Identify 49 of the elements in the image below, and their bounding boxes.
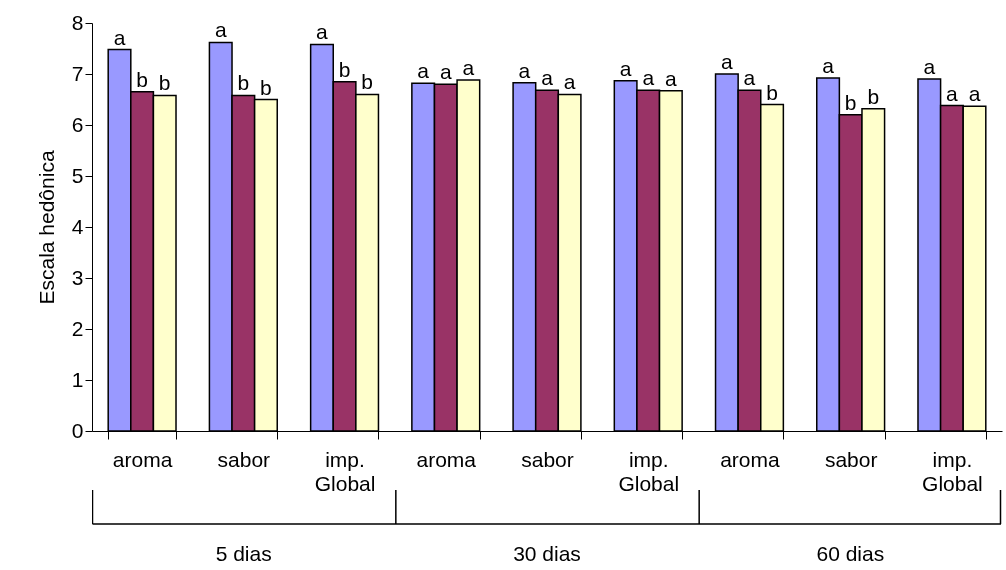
x-tick-label: imp. Global <box>922 447 983 495</box>
data-label: a <box>417 59 430 83</box>
data-label: a <box>439 60 452 84</box>
data-label: a <box>968 82 981 106</box>
y-tick-label: 0 <box>71 418 84 442</box>
data-label: b <box>844 90 857 114</box>
y-tick-label: 6 <box>71 112 84 136</box>
data-label: b <box>338 57 351 81</box>
y-tick-label: 4 <box>71 214 84 238</box>
data-label: a <box>563 70 576 94</box>
data-label: a <box>642 66 655 90</box>
data-label: a <box>541 66 554 90</box>
data-label: a <box>316 20 329 44</box>
x-tick-label: imp. Global <box>618 447 680 495</box>
data-label: a <box>664 66 677 90</box>
text: 5 dias <box>214 542 273 566</box>
data-label: a <box>518 58 531 82</box>
data-label: a <box>743 66 756 90</box>
text: 30 dias <box>512 542 582 566</box>
data-label: b <box>260 75 272 99</box>
text: 60 dias <box>815 542 886 566</box>
y-tick-label: 5 <box>71 163 84 187</box>
x-tick-label: sabor <box>217 447 271 471</box>
x-tick-label: aroma <box>112 447 173 471</box>
data-label: a <box>721 50 733 73</box>
y-tick-label: 8 <box>71 10 84 34</box>
data-label: a <box>923 55 936 79</box>
data-label: b <box>766 80 778 104</box>
data-label: a <box>619 56 632 80</box>
x-tick-label: imp. Global <box>314 447 376 495</box>
y-tick-label: 7 <box>71 61 84 85</box>
x-tick-label: aroma <box>720 447 781 471</box>
y-tick-label: 1 <box>71 367 84 391</box>
data-label: b <box>867 84 880 108</box>
x-tick-label: sabor <box>824 447 878 471</box>
data-label: a <box>822 54 835 78</box>
data-label: a <box>462 56 475 80</box>
data-label: b <box>158 71 171 95</box>
data-label: b <box>237 71 250 95</box>
x-tick-label: aroma <box>416 447 477 471</box>
y-axis-title: Escala hedônica <box>34 150 58 305</box>
y-tick-label: 3 <box>71 265 84 289</box>
y-tick-label: 2 <box>71 316 84 340</box>
data-label: a <box>113 25 126 49</box>
x-tick-label: sabor <box>521 447 574 471</box>
data-label: b <box>361 70 373 94</box>
data-label: a <box>946 81 959 105</box>
data-label: b <box>136 67 148 91</box>
data-label: a <box>214 18 227 42</box>
